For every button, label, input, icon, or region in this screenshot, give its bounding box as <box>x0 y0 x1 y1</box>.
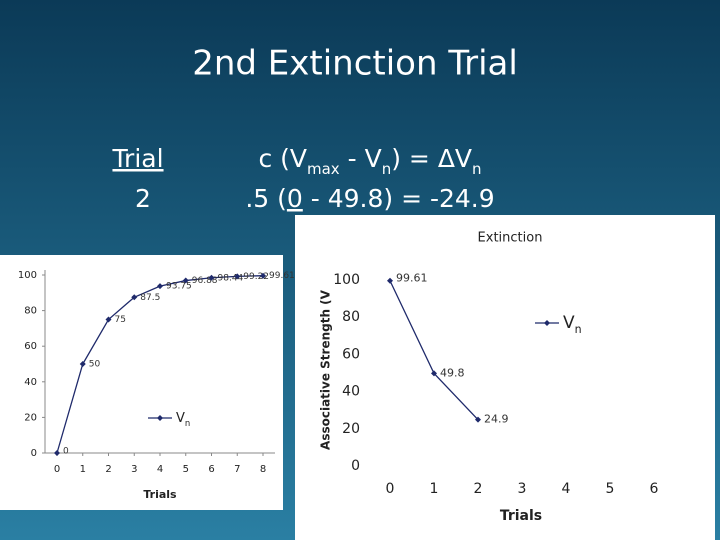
data-point <box>208 274 215 281</box>
calculation-part: 0 <box>287 184 303 213</box>
y-tick-label: 60 <box>24 341 37 352</box>
y-axis-label: Associative Strength (V <box>319 289 333 450</box>
y-tick-label: 40 <box>342 384 360 400</box>
x-tick-label: 1 <box>430 481 439 497</box>
x-tick-label: 4 <box>157 464 163 475</box>
y-tick-label: 20 <box>24 412 37 423</box>
y-tick-label: 40 <box>24 377 37 388</box>
y-tick-label: 80 <box>24 306 37 317</box>
data-label: 96.88 <box>192 276 218 286</box>
x-tick-label: 6 <box>650 481 659 497</box>
data-point <box>79 361 86 367</box>
trial-label: Trial <box>111 144 163 173</box>
data-point <box>475 416 481 423</box>
x-tick-label: 0 <box>386 481 395 497</box>
formula: c (Vmax - Vn) = ΔVn <box>258 144 481 178</box>
chart-panel <box>295 215 715 540</box>
y-tick-label: 20 <box>342 421 360 437</box>
y-tick-label: 80 <box>342 309 360 325</box>
formula-part: - V <box>340 144 382 173</box>
x-tick-label: 8 <box>260 464 266 475</box>
data-label: 99.22 <box>243 272 269 282</box>
y-tick-label: 100 <box>333 272 360 288</box>
data-point <box>157 283 163 290</box>
data-label: 99.61 <box>269 271 295 281</box>
data-label: 87.5 <box>140 293 160 303</box>
data-label: 98.44 <box>218 273 244 283</box>
data-label: 93.75 <box>166 282 192 292</box>
y-tick-label: 0 <box>351 458 360 474</box>
data-point <box>260 272 266 279</box>
legend-marker <box>157 415 163 421</box>
data-label: 49.8 <box>440 366 465 379</box>
x-tick-label: 5 <box>606 481 615 497</box>
data-point <box>54 450 60 456</box>
x-tick-label: 1 <box>80 464 86 475</box>
data-label: 24.9 <box>484 413 509 426</box>
x-tick-label: 5 <box>183 464 189 475</box>
legend-marker <box>544 320 550 326</box>
data-label: 50 <box>89 360 101 370</box>
y-tick-label: 100 <box>18 270 37 281</box>
calculation-part: - 49.8) = -24.9 <box>303 184 495 213</box>
data-label: 75 <box>115 315 126 325</box>
y-tick-label: 0 <box>31 448 37 459</box>
formula-part: n <box>382 160 392 178</box>
calculation: .5 (0 - 49.8) = -24.9 <box>245 184 494 213</box>
legend-label: Vn <box>176 411 190 428</box>
formula-part: max <box>307 160 340 178</box>
x-tick-label: 3 <box>131 464 137 475</box>
data-point <box>431 370 437 377</box>
y-tick-label: 60 <box>342 346 360 362</box>
x-tick-label: 3 <box>518 481 527 497</box>
data-point <box>182 277 189 284</box>
calculation-part: .5 ( <box>245 184 287 213</box>
x-tick-label: 2 <box>474 481 483 497</box>
x-tick-label: 6 <box>208 464 214 475</box>
x-tick-label: 4 <box>562 481 571 497</box>
x-axis-label: Trials <box>500 508 542 524</box>
data-point <box>387 277 393 284</box>
data-point <box>105 316 112 323</box>
slide-title: 2nd Extinction Trial <box>192 44 518 84</box>
legend-label: Vn <box>563 313 582 336</box>
data-label: 99.61 <box>396 272 428 285</box>
formula-part: c (V <box>258 144 307 173</box>
x-tick-label: 0 <box>54 464 60 475</box>
formula-part: ) = ΔV <box>391 144 472 173</box>
trial-number: 2 <box>135 184 151 213</box>
x-tick-label: 2 <box>105 464 111 475</box>
chart-title: Extinction <box>478 231 543 246</box>
x-axis-label: Trials <box>143 488 177 501</box>
formula-part: n <box>472 160 482 178</box>
data-point <box>131 294 138 301</box>
x-tick-label: 7 <box>234 464 240 475</box>
chart-panel <box>0 255 283 510</box>
data-point <box>234 273 241 280</box>
data-label: 0 <box>63 447 69 457</box>
